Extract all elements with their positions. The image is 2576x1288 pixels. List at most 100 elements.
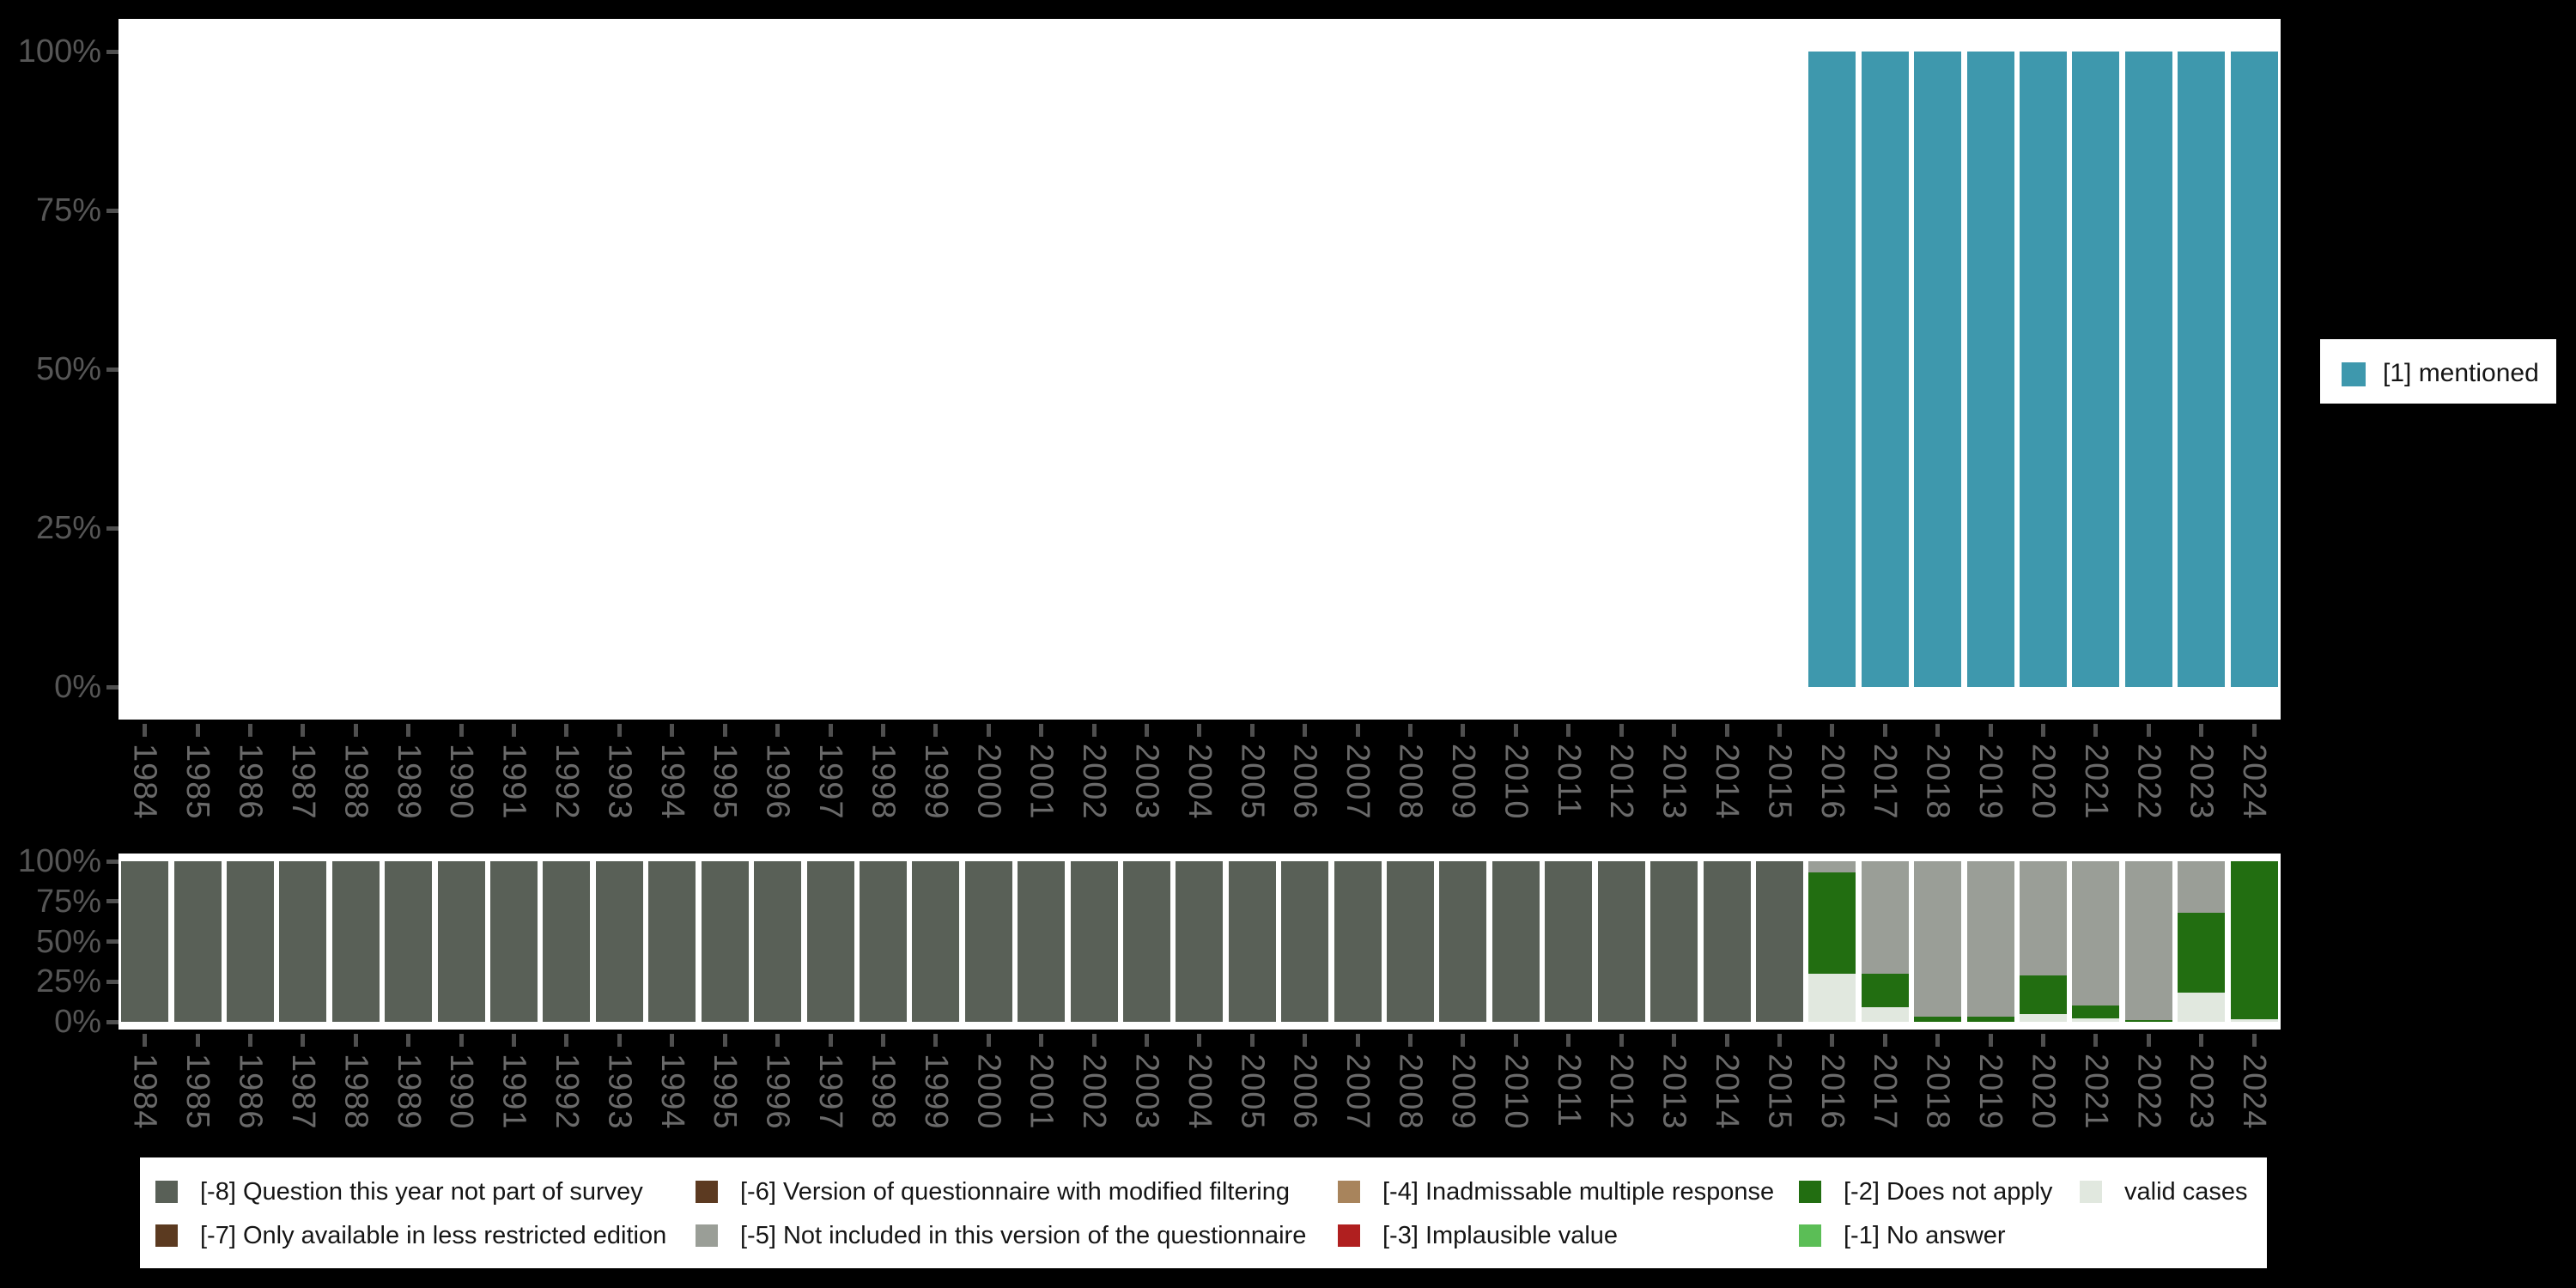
top-x-label-2013: 2013 <box>1656 744 1692 820</box>
top-y-tick-label-50: 50% <box>35 351 101 387</box>
legend-swatch-implausible <box>1338 1224 1360 1247</box>
legend-swatch-inadmissable <box>1338 1181 1360 1203</box>
top-y-tick-label-75: 75% <box>35 192 101 228</box>
top-x-tick-2012 <box>1619 724 1624 737</box>
bar-2018-not_included <box>1914 861 1962 1018</box>
legend-label-no_answer: [-1] No answer <box>1844 1222 2006 1249</box>
bottom-x-label-2002: 2002 <box>1076 1054 1113 1130</box>
top-x-label-2018: 2018 <box>1919 744 1956 820</box>
top-x-label-2004: 2004 <box>1181 744 1218 820</box>
bottom-x-tick-2011 <box>1566 1034 1571 1047</box>
top-x-tick-1986 <box>248 724 253 737</box>
top-x-label-2006: 2006 <box>1286 744 1323 820</box>
top-x-tick-2013 <box>1672 724 1677 737</box>
legend-swatch-mentioned <box>2342 362 2366 386</box>
top-x-tick-2024 <box>2251 724 2257 737</box>
top-x-label-1992: 1992 <box>548 744 585 820</box>
bottom-x-tick-2024 <box>2251 1034 2257 1047</box>
top-y-tick-75 <box>106 208 118 213</box>
bottom-x-label-1984: 1984 <box>126 1054 163 1130</box>
bottom-y-tick-25 <box>106 979 118 984</box>
bar-2023-mentioned <box>2178 52 2226 687</box>
bar-2016-does_not_apply <box>1808 872 1856 974</box>
top-x-tick-2014 <box>1724 724 1729 737</box>
top-x-label-1993: 1993 <box>601 744 638 820</box>
bottom-x-label-2010: 2010 <box>1498 1054 1534 1130</box>
bar-2020-valid <box>2019 1013 2067 1022</box>
top-x-tick-2022 <box>2146 724 2151 737</box>
bottom-x-tick-1999 <box>933 1034 939 1047</box>
top-y-tick-50 <box>106 367 118 372</box>
bar-2023-not_included <box>2178 861 2226 913</box>
bottom-x-tick-2022 <box>2146 1034 2151 1047</box>
top-x-tick-1991 <box>512 724 517 737</box>
bottom-x-label-1993: 1993 <box>601 1054 638 1130</box>
bar-2024-mentioned <box>2230 52 2278 687</box>
top-x-tick-1998 <box>880 724 885 737</box>
top-x-label-1986: 1986 <box>232 744 269 820</box>
bottom-x-label-2012: 2012 <box>1603 1054 1640 1130</box>
bar-1992-not_part_of_survey <box>543 861 591 1022</box>
bottom-x-label-2016: 2016 <box>1814 1054 1850 1130</box>
bottom-x-label-1987: 1987 <box>284 1054 321 1130</box>
bar-2021-not_included <box>2072 861 2120 1006</box>
bar-2021-valid <box>2072 1018 2120 1022</box>
top-x-tick-2000 <box>986 724 991 737</box>
bar-2001-not_part_of_survey <box>1018 861 1066 1022</box>
bar-2009-not_part_of_survey <box>1439 861 1487 1022</box>
top-y-tick-100 <box>106 49 118 54</box>
bottom-y-tick-label-25: 25% <box>35 963 101 1000</box>
top-x-label-2019: 2019 <box>1972 744 2009 820</box>
bottom-x-label-2020: 2020 <box>2025 1054 2062 1130</box>
top-x-tick-1996 <box>775 724 781 737</box>
top-x-label-2008: 2008 <box>1392 744 1429 820</box>
bar-1994-not_part_of_survey <box>648 861 696 1022</box>
top-x-label-2009: 2009 <box>1444 744 1481 820</box>
bottom-x-tick-2018 <box>1935 1034 1941 1047</box>
top-x-tick-2019 <box>1988 724 1993 737</box>
bar-2004-not_part_of_survey <box>1176 861 1224 1022</box>
bar-1986-not_part_of_survey <box>227 861 275 1022</box>
legend-label-valid: valid cases <box>2124 1178 2248 1206</box>
legend-label-not_included: [-5] Not included in this version of the… <box>740 1222 1307 1249</box>
bar-2022-does_not_apply <box>2124 1020 2172 1022</box>
legend-swatch-not_part_of_survey <box>155 1181 178 1203</box>
top-x-tick-2010 <box>1513 724 1518 737</box>
bottom-x-label-2007: 2007 <box>1340 1054 1376 1130</box>
top-x-tick-1994 <box>670 724 675 737</box>
bottom-x-label-1991: 1991 <box>495 1054 532 1130</box>
bar-2017-valid <box>1861 1007 1909 1022</box>
bar-1996-not_part_of_survey <box>754 861 802 1022</box>
top-x-label-2020: 2020 <box>2025 744 2062 820</box>
bottom-y-tick-label-0: 0% <box>54 1004 101 1040</box>
legend-swatch-less_restricted <box>155 1224 178 1247</box>
top-y-tick-label-100: 100% <box>17 33 101 70</box>
bar-2012-not_part_of_survey <box>1597 861 1645 1022</box>
bottom-x-label-2001: 2001 <box>1023 1054 1060 1130</box>
bar-2020-not_included <box>2019 861 2067 975</box>
top-x-label-1987: 1987 <box>284 744 321 820</box>
bar-1990-not_part_of_survey <box>437 861 485 1022</box>
top-x-label-2022: 2022 <box>2130 744 2167 820</box>
top-x-tick-1988 <box>353 724 358 737</box>
bar-2019-does_not_apply <box>1966 1017 2014 1022</box>
bar-2005-not_part_of_survey <box>1228 861 1276 1022</box>
bar-2020-does_not_apply <box>2019 975 2067 1014</box>
bottom-x-tick-2001 <box>1039 1034 1044 1047</box>
top-x-tick-1989 <box>406 724 411 737</box>
top-x-tick-1984 <box>143 724 148 737</box>
bottom-x-tick-1989 <box>406 1034 411 1047</box>
bottom-x-tick-1993 <box>617 1034 622 1047</box>
bottom-x-label-1999: 1999 <box>917 1054 954 1130</box>
top-x-tick-2003 <box>1144 724 1149 737</box>
bar-2021-does_not_apply <box>2072 1005 2120 1019</box>
bottom-x-tick-2003 <box>1144 1034 1149 1047</box>
bar-2007-not_part_of_survey <box>1334 861 1382 1022</box>
legend-swatch-not_included <box>696 1224 718 1247</box>
bar-2015-not_part_of_survey <box>1755 861 1803 1022</box>
bottom-x-tick-2015 <box>1777 1034 1782 1047</box>
top-x-label-2003: 2003 <box>1128 744 1165 820</box>
bar-2022-not_included <box>2124 861 2172 1021</box>
top-legend: [1] mentioned <box>2320 339 2556 404</box>
bottom-x-label-2019: 2019 <box>1972 1054 2009 1130</box>
